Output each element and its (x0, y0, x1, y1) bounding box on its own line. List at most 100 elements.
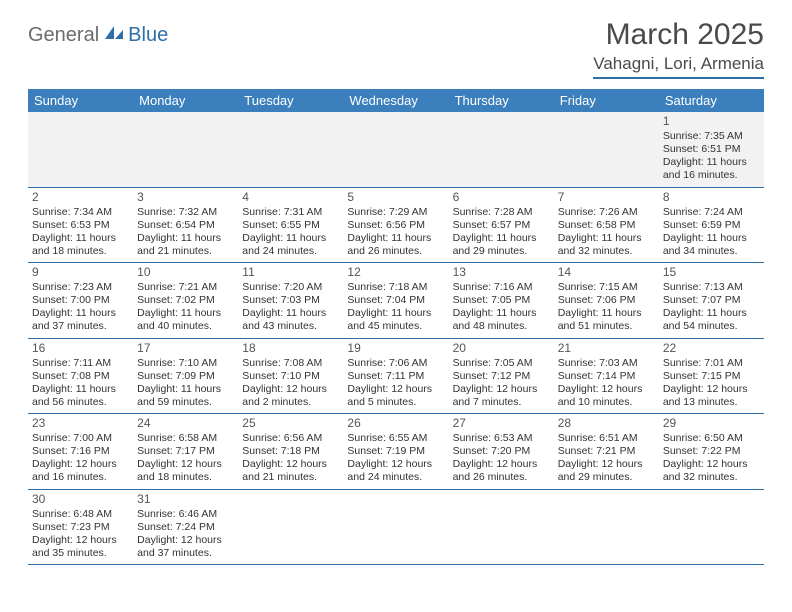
daylight-line-2: and 40 minutes. (137, 320, 234, 333)
sunset-line: Sunset: 7:03 PM (242, 294, 339, 307)
day-number: 7 (558, 190, 655, 205)
day-number: 20 (453, 341, 550, 356)
calendar-cell (238, 112, 343, 187)
weekday-header: Wednesday (343, 89, 448, 112)
daylight-line-1: Daylight: 12 hours (663, 458, 760, 471)
daylight-line-2: and 5 minutes. (347, 396, 444, 409)
sunrise-line: Sunrise: 7:13 AM (663, 281, 760, 294)
sunrise-line: Sunrise: 7:06 AM (347, 357, 444, 370)
sunrise-line: Sunrise: 6:50 AM (663, 432, 760, 445)
sunset-line: Sunset: 7:05 PM (453, 294, 550, 307)
sunrise-line: Sunrise: 7:10 AM (137, 357, 234, 370)
daylight-line-1: Daylight: 11 hours (32, 232, 129, 245)
calendar-cell: 4Sunrise: 7:31 AMSunset: 6:55 PMDaylight… (238, 187, 343, 263)
sunset-line: Sunset: 7:04 PM (347, 294, 444, 307)
sunset-line: Sunset: 6:56 PM (347, 219, 444, 232)
calendar-cell (554, 112, 659, 187)
sunset-line: Sunset: 6:53 PM (32, 219, 129, 232)
day-number: 10 (137, 265, 234, 280)
sunrise-line: Sunrise: 7:21 AM (137, 281, 234, 294)
sunrise-line: Sunrise: 7:26 AM (558, 206, 655, 219)
sunrise-line: Sunrise: 7:34 AM (32, 206, 129, 219)
daylight-line-2: and 59 minutes. (137, 396, 234, 409)
calendar-cell: 5Sunrise: 7:29 AMSunset: 6:56 PMDaylight… (343, 187, 448, 263)
day-number: 5 (347, 190, 444, 205)
daylight-line-1: Daylight: 12 hours (453, 458, 550, 471)
daylight-line-2: and 32 minutes. (663, 471, 760, 484)
calendar-cell: 27Sunrise: 6:53 AMSunset: 7:20 PMDayligh… (449, 414, 554, 490)
daylight-line-2: and 51 minutes. (558, 320, 655, 333)
sunset-line: Sunset: 7:18 PM (242, 445, 339, 458)
calendar-cell: 12Sunrise: 7:18 AMSunset: 7:04 PMDayligh… (343, 263, 448, 339)
sunrise-line: Sunrise: 7:03 AM (558, 357, 655, 370)
weekday-header: Saturday (659, 89, 764, 112)
calendar-cell: 3Sunrise: 7:32 AMSunset: 6:54 PMDaylight… (133, 187, 238, 263)
calendar-body: 1Sunrise: 7:35 AMSunset: 6:51 PMDaylight… (28, 112, 764, 565)
day-number: 19 (347, 341, 444, 356)
sunrise-line: Sunrise: 7:00 AM (32, 432, 129, 445)
day-number: 8 (663, 190, 760, 205)
calendar-cell: 10Sunrise: 7:21 AMSunset: 7:02 PMDayligh… (133, 263, 238, 339)
sunrise-line: Sunrise: 7:01 AM (663, 357, 760, 370)
sunrise-line: Sunrise: 6:55 AM (347, 432, 444, 445)
daylight-line-2: and 16 minutes. (663, 169, 760, 182)
weekday-header: Thursday (449, 89, 554, 112)
calendar-cell: 6Sunrise: 7:28 AMSunset: 6:57 PMDaylight… (449, 187, 554, 263)
daylight-line-2: and 2 minutes. (242, 396, 339, 409)
sunset-line: Sunset: 7:19 PM (347, 445, 444, 458)
daylight-line-2: and 26 minutes. (347, 245, 444, 258)
calendar-cell: 8Sunrise: 7:24 AMSunset: 6:59 PMDaylight… (659, 187, 764, 263)
daylight-line-1: Daylight: 11 hours (347, 232, 444, 245)
daylight-line-2: and 37 minutes. (32, 320, 129, 333)
sunrise-line: Sunrise: 6:56 AM (242, 432, 339, 445)
day-number: 3 (137, 190, 234, 205)
weekday-header: Friday (554, 89, 659, 112)
day-number: 4 (242, 190, 339, 205)
calendar-cell: 28Sunrise: 6:51 AMSunset: 7:21 PMDayligh… (554, 414, 659, 490)
sunset-line: Sunset: 7:11 PM (347, 370, 444, 383)
brand-text-blue: Blue (128, 24, 168, 47)
day-number: 2 (32, 190, 129, 205)
sunset-line: Sunset: 7:15 PM (663, 370, 760, 383)
sunset-line: Sunset: 7:20 PM (453, 445, 550, 458)
day-number: 24 (137, 416, 234, 431)
calendar-cell: 11Sunrise: 7:20 AMSunset: 7:03 PMDayligh… (238, 263, 343, 339)
daylight-line-1: Daylight: 12 hours (558, 383, 655, 396)
calendar-cell: 13Sunrise: 7:16 AMSunset: 7:05 PMDayligh… (449, 263, 554, 339)
calendar-row: 2Sunrise: 7:34 AMSunset: 6:53 PMDaylight… (28, 187, 764, 263)
weekday-header: Sunday (28, 89, 133, 112)
daylight-line-2: and 18 minutes. (32, 245, 129, 258)
day-number: 13 (453, 265, 550, 280)
daylight-line-1: Daylight: 12 hours (558, 458, 655, 471)
calendar-cell: 25Sunrise: 6:56 AMSunset: 7:18 PMDayligh… (238, 414, 343, 490)
sunset-line: Sunset: 7:08 PM (32, 370, 129, 383)
day-number: 17 (137, 341, 234, 356)
daylight-line-2: and 21 minutes. (242, 471, 339, 484)
brand-text-general: General (28, 24, 99, 47)
daylight-line-1: Daylight: 12 hours (347, 458, 444, 471)
calendar-row: 16Sunrise: 7:11 AMSunset: 7:08 PMDayligh… (28, 338, 764, 414)
sunrise-line: Sunrise: 6:48 AM (32, 508, 129, 521)
daylight-line-2: and 26 minutes. (453, 471, 550, 484)
sunrise-line: Sunrise: 6:53 AM (453, 432, 550, 445)
sunset-line: Sunset: 7:21 PM (558, 445, 655, 458)
sunset-line: Sunset: 7:24 PM (137, 521, 234, 534)
sunset-line: Sunset: 7:12 PM (453, 370, 550, 383)
calendar-cell: 22Sunrise: 7:01 AMSunset: 7:15 PMDayligh… (659, 338, 764, 414)
sunset-line: Sunset: 6:59 PM (663, 219, 760, 232)
sunrise-line: Sunrise: 7:16 AM (453, 281, 550, 294)
calendar-row: 9Sunrise: 7:23 AMSunset: 7:00 PMDaylight… (28, 263, 764, 339)
daylight-line-2: and 29 minutes. (558, 471, 655, 484)
sunset-line: Sunset: 7:06 PM (558, 294, 655, 307)
calendar-row: 1Sunrise: 7:35 AMSunset: 6:51 PMDaylight… (28, 112, 764, 187)
daylight-line-2: and 10 minutes. (558, 396, 655, 409)
sunrise-line: Sunrise: 7:05 AM (453, 357, 550, 370)
daylight-line-1: Daylight: 12 hours (242, 458, 339, 471)
daylight-line-2: and 32 minutes. (558, 245, 655, 258)
sunset-line: Sunset: 7:02 PM (137, 294, 234, 307)
page-header: General Blue March 2025 Vahagni, Lori, A… (28, 18, 764, 79)
calendar-cell: 14Sunrise: 7:15 AMSunset: 7:06 PMDayligh… (554, 263, 659, 339)
day-number: 25 (242, 416, 339, 431)
brand-logo: General Blue (28, 18, 168, 47)
daylight-line-1: Daylight: 11 hours (558, 307, 655, 320)
